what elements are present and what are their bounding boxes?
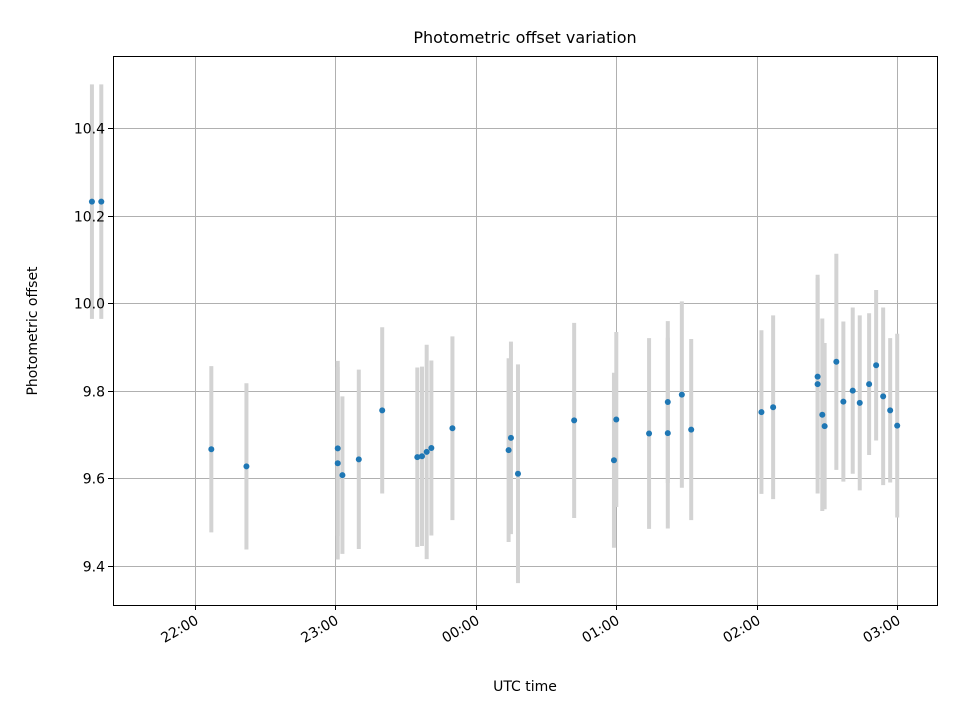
data-point (208, 446, 215, 453)
data-point (849, 387, 856, 394)
plot-frame (113, 56, 938, 606)
data-point (243, 463, 250, 470)
data-point (814, 373, 821, 380)
data-point (814, 381, 821, 388)
y-tick-label: 9.4 (83, 560, 105, 576)
data-point (514, 470, 521, 477)
data-points (88, 198, 901, 479)
data-point (610, 457, 617, 464)
data-point (449, 425, 456, 432)
data-point (88, 198, 95, 205)
y-tick-label: 10.0 (74, 297, 105, 313)
error-bars (89, 84, 900, 584)
data-point (821, 423, 828, 430)
data-point (894, 422, 901, 429)
data-point (646, 430, 653, 437)
x-tick-label: 01:00 (580, 613, 623, 647)
data-point (571, 417, 578, 424)
data-point (423, 448, 430, 455)
data-point (758, 409, 765, 416)
x-tick-label: 22:00 (159, 613, 202, 647)
data-point (880, 393, 887, 400)
y-tick-label: 10.2 (74, 210, 105, 226)
data-point (355, 456, 362, 463)
data-point (770, 404, 777, 411)
data-point (334, 460, 341, 467)
data-point (507, 434, 514, 441)
data-point (505, 447, 512, 454)
data-point (98, 198, 105, 205)
y-axis-label: Photometric offset (25, 266, 41, 396)
data-point (840, 398, 847, 405)
data-point (856, 399, 863, 406)
axis-ticks: 22:00 23:00 00:00 01:00 02:00 03:00 9.4 9.6 9.8 1… (74, 122, 904, 647)
data-point (887, 407, 894, 414)
data-point (339, 472, 346, 479)
grid-lines (113, 56, 937, 605)
data-point (428, 444, 435, 451)
data-point (334, 445, 341, 452)
y-tick-label: 10.4 (74, 122, 105, 138)
data-point (414, 454, 421, 461)
data-point (819, 411, 826, 418)
data-point (678, 391, 685, 398)
data-point (833, 358, 840, 365)
data-point (664, 430, 671, 437)
data-point (866, 381, 873, 388)
data-point (873, 362, 880, 369)
x-tick-label: 23:00 (299, 613, 342, 647)
x-axis-label: UTC time (493, 679, 557, 695)
y-tick-label: 9.6 (83, 472, 105, 488)
x-tick-label: 02:00 (721, 613, 764, 647)
x-tick-label: 03:00 (861, 613, 904, 647)
data-point (664, 399, 671, 406)
y-tick-label: 9.8 (83, 385, 105, 401)
data-point (613, 416, 620, 423)
chart-title: Photometric offset variation (413, 28, 636, 47)
data-point (419, 453, 425, 460)
data-point (688, 426, 695, 433)
data-point (379, 407, 386, 414)
x-tick-label: 00:00 (440, 613, 483, 647)
